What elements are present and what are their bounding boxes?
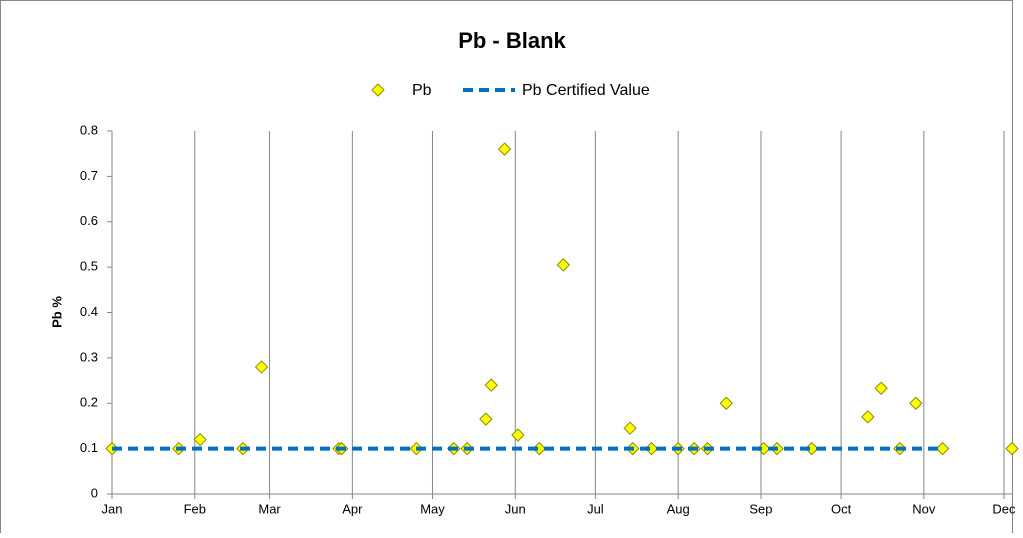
data-point — [874, 381, 888, 395]
x-tick-label: Aug — [667, 501, 690, 516]
data-point — [479, 412, 493, 426]
y-tick-label: 0.2 — [80, 395, 98, 410]
x-tick-label: May — [420, 501, 445, 516]
data-point — [719, 396, 733, 410]
y-tick-label: 0.4 — [80, 304, 98, 319]
legend-label: Pb — [412, 82, 432, 99]
x-tick-label: Apr — [342, 501, 363, 516]
x-tick-label: Nov — [912, 501, 936, 516]
data-point — [861, 410, 875, 424]
data-point — [497, 142, 512, 156]
x-tick-label: Sep — [749, 501, 772, 516]
y-tick-label: 0.1 — [80, 440, 98, 455]
y-tick-label: 0.8 — [80, 122, 98, 137]
y-tick-label: 0.3 — [80, 349, 98, 364]
y-tick-label: 0.5 — [80, 259, 98, 274]
data-point — [193, 432, 207, 447]
y-tick-label: 0 — [91, 485, 98, 500]
y-axis-label: Pb % — [49, 296, 64, 328]
y-tick-label: 0.7 — [80, 168, 98, 183]
y-tick-label: 0.6 — [80, 213, 98, 228]
x-tick-label: Mar — [258, 501, 281, 516]
data-point — [909, 396, 923, 410]
x-tick-label: Jan — [102, 501, 123, 516]
x-tick-label: Feb — [184, 501, 206, 516]
data-point — [623, 421, 637, 435]
data-point — [556, 258, 571, 272]
x-tick-label: Oct — [831, 501, 852, 516]
x-tick-label: Jul — [587, 501, 604, 516]
data-point — [935, 441, 950, 456]
data-point — [254, 360, 269, 374]
x-tick-label: Jun — [505, 501, 526, 516]
data-point — [1005, 441, 1019, 456]
data-point — [511, 428, 525, 442]
x-tick-label: Dec — [992, 501, 1016, 516]
data-point — [484, 378, 498, 392]
legend-marker — [371, 83, 385, 97]
legend-label: Pb Certified Value — [522, 82, 650, 99]
chart-title: Pb - Blank — [458, 28, 566, 53]
